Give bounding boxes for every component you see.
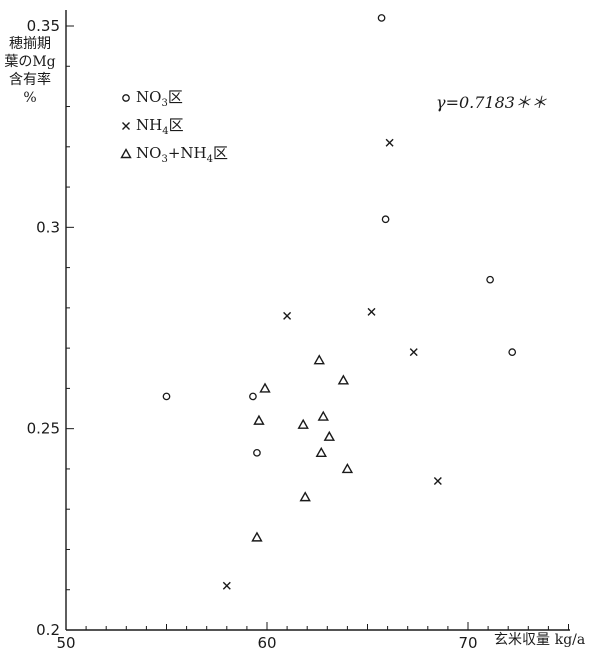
y-axis-label: 含有率 xyxy=(9,71,51,88)
data-point xyxy=(317,410,329,421)
data-point xyxy=(377,14,386,22)
data-point xyxy=(337,374,350,385)
y-tick-label: 0.35 xyxy=(27,17,60,35)
data-point xyxy=(367,307,376,316)
x-tick-label: 50 xyxy=(56,634,75,650)
data-point xyxy=(162,392,171,401)
data-point xyxy=(381,215,390,224)
x-axis-unit: kg/a xyxy=(555,632,586,648)
legend-label: NO3区 xyxy=(136,88,183,109)
legend-marker xyxy=(120,148,132,159)
data-point xyxy=(313,354,325,365)
correlation-annotation: γ=0.7183＊＊ xyxy=(436,93,547,112)
legend-label: NH4区 xyxy=(136,116,184,137)
x-axis-label: 玄米収量 xyxy=(494,631,550,648)
data-point xyxy=(341,463,354,474)
data-point xyxy=(486,275,494,284)
y-axis-label: 葉のMg xyxy=(4,54,55,70)
data-point xyxy=(315,446,327,458)
data-point xyxy=(253,448,261,457)
y-tick-label: 0.2 xyxy=(36,621,60,639)
data-point xyxy=(433,477,442,486)
x-tick-label: 70 xyxy=(458,634,477,650)
data-point xyxy=(253,414,265,425)
data-point xyxy=(409,348,418,357)
y-axis-label: 穂揃期 xyxy=(9,36,51,52)
legend-label: NO3+NH4区 xyxy=(136,144,228,165)
data-point xyxy=(222,581,231,590)
data-point xyxy=(323,430,336,441)
legend-marker xyxy=(122,122,130,130)
legend-marker xyxy=(122,94,130,102)
data-point xyxy=(385,138,394,147)
y-tick-label: 0.25 xyxy=(27,420,60,438)
y-axis-label: % xyxy=(23,90,36,106)
data-point xyxy=(508,348,517,357)
data-point xyxy=(297,418,309,429)
data-point xyxy=(299,491,311,502)
x-tick-label: 60 xyxy=(257,634,276,650)
data-point xyxy=(251,531,263,542)
data-point xyxy=(259,382,271,393)
data-point xyxy=(249,392,257,401)
y-tick-label: 0.3 xyxy=(36,218,60,236)
data-point xyxy=(283,311,292,320)
